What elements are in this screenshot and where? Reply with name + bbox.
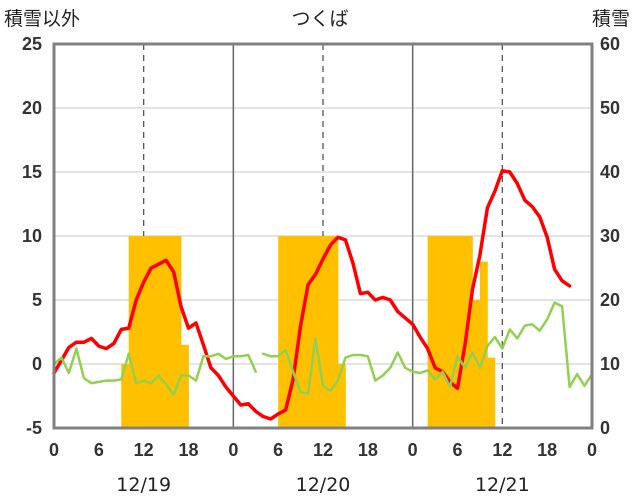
snow-bar <box>278 236 287 428</box>
left-tick-label: -5 <box>26 418 42 438</box>
snow-bar <box>464 236 473 428</box>
left-tick-label: 5 <box>32 290 42 310</box>
x-tick-label: 0 <box>49 440 59 460</box>
x-tick-label: 18 <box>178 440 198 460</box>
day-label: 12/19 <box>116 474 171 496</box>
snow-bar <box>323 236 331 428</box>
snow-bar <box>427 236 436 428</box>
right-axis-label: 積雪 <box>592 8 630 30</box>
left-tick-label: 15 <box>22 162 42 182</box>
x-tick-label: 18 <box>358 440 378 460</box>
snow-bar <box>181 344 189 428</box>
snow-bar <box>442 236 451 428</box>
left-axis-label: 積雪以外 <box>4 8 80 30</box>
snow-bar <box>285 236 294 428</box>
snow-bar <box>300 236 309 428</box>
x-tick-label: 12 <box>313 440 333 460</box>
x-tick-label: 6 <box>452 440 462 460</box>
right-tick-label: 20 <box>600 290 620 310</box>
x-axis-ticks: 0 6 12 18 0 6 12 18 0 6 12 18 0 <box>49 440 597 460</box>
right-tick-label: 60 <box>600 34 620 54</box>
left-axis-ticks: 25 20 15 10 5 0 -5 <box>22 34 42 438</box>
x-tick-label: 0 <box>408 440 418 460</box>
left-tick-label: 0 <box>32 354 42 374</box>
green-series-line <box>261 301 594 395</box>
snow-bar <box>173 236 182 428</box>
chart-title: つくば <box>291 8 348 30</box>
snow-bar <box>435 236 443 428</box>
snow-bar <box>151 236 160 428</box>
snow-bar <box>166 236 174 428</box>
snow-bar <box>487 357 496 428</box>
snow-bars <box>121 236 496 428</box>
x-tick-label: 6 <box>273 440 283 460</box>
snow-bar <box>121 364 130 428</box>
snow-bar <box>472 300 481 428</box>
snow-bar <box>136 236 145 428</box>
left-tick-label: 25 <box>22 34 42 54</box>
snow-bar <box>128 236 137 428</box>
snow-bar <box>337 364 346 428</box>
right-tick-label: 40 <box>600 162 620 182</box>
snow-bar <box>293 236 301 428</box>
snow-bar <box>158 236 167 428</box>
plot-frame <box>52 42 594 430</box>
x-tick-label: 12 <box>492 440 512 460</box>
right-tick-label: 0 <box>600 418 610 438</box>
snow-bar <box>330 236 339 428</box>
x-tick-label: 0 <box>587 440 597 460</box>
x-axis-day-labels: 12/19 12/20 12/21 <box>116 474 529 496</box>
x-tick-label: 6 <box>94 440 104 460</box>
day-label: 12/21 <box>475 474 530 496</box>
x-tick-label: 12 <box>134 440 154 460</box>
x-tick-label: 18 <box>537 440 557 460</box>
right-tick-label: 10 <box>600 354 620 374</box>
right-tick-label: 30 <box>600 226 620 246</box>
x-tick-label: 0 <box>228 440 238 460</box>
right-axis-ticks: 60 50 40 30 20 10 0 <box>600 34 620 438</box>
snow-bar <box>457 236 466 428</box>
day-label: 12/20 <box>296 474 351 496</box>
temperature-line <box>52 168 572 421</box>
green-series-line <box>52 347 258 396</box>
left-tick-label: 10 <box>22 226 42 246</box>
snow-bar <box>479 261 488 428</box>
left-tick-label: 20 <box>22 98 42 118</box>
snow-bar <box>315 236 324 428</box>
snow-bar <box>450 236 458 428</box>
snow-bar <box>143 236 152 428</box>
right-tick-label: 50 <box>600 98 620 118</box>
snow-bar <box>308 236 316 428</box>
